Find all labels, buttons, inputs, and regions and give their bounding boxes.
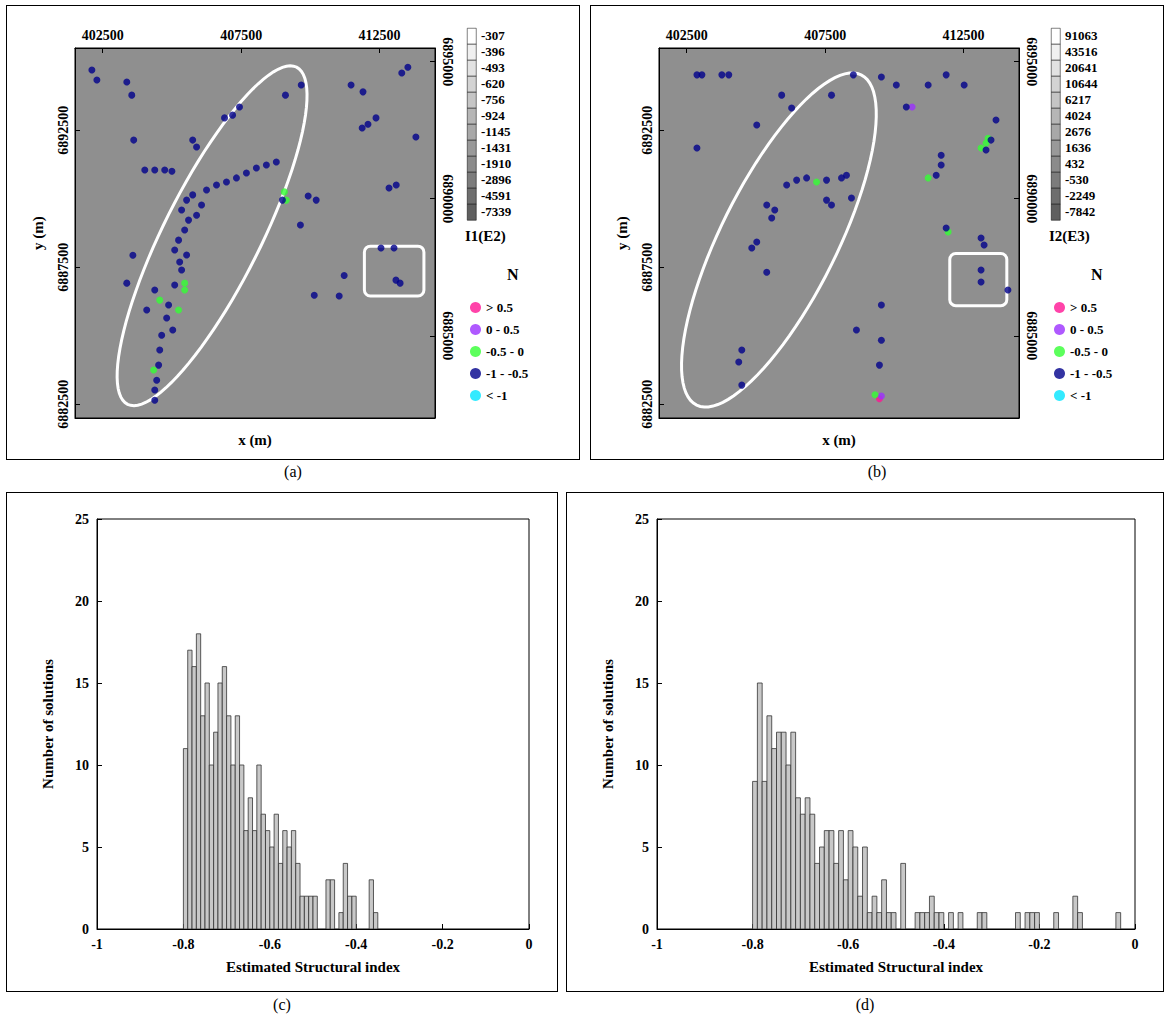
svg-text:412500: 412500 (943, 28, 985, 43)
svg-text:-1145: -1145 (481, 124, 511, 139)
svg-text:x (m): x (m) (822, 432, 856, 449)
svg-text:25: 25 (635, 512, 649, 527)
svg-text:-2896: -2896 (481, 172, 512, 187)
svg-text:20: 20 (75, 594, 89, 609)
svg-text:10: 10 (635, 758, 649, 773)
html-text:(a): (a) (284, 463, 302, 480)
svg-text:-924: -924 (481, 108, 505, 123)
svg-text:6895000: 6895000 (1024, 37, 1039, 86)
svg-text:< -1: < -1 (486, 388, 508, 403)
svg-text:432: 432 (1065, 156, 1085, 171)
svg-text:-0.5 - 0: -0.5 - 0 (1070, 344, 1108, 359)
svg-text:10644: 10644 (1065, 76, 1098, 91)
svg-text:Estimated Structural index: Estimated Structural index (226, 959, 401, 975)
svg-text:I1(E2): I1(E2) (465, 228, 506, 245)
svg-text:Estimated Structural index: Estimated Structural index (809, 959, 984, 975)
svg-text:407500: 407500 (220, 28, 262, 43)
svg-text:1636: 1636 (1065, 140, 1092, 155)
svg-text:-1431: -1431 (481, 140, 511, 155)
svg-text:-1: -1 (651, 937, 663, 952)
svg-text:6882500: 6882500 (640, 380, 655, 429)
svg-text:-1: -1 (91, 937, 103, 952)
svg-text:402500: 402500 (666, 28, 708, 43)
svg-text:-4591: -4591 (481, 188, 511, 203)
svg-text:6887500: 6887500 (640, 243, 655, 292)
svg-text:-396: -396 (481, 44, 505, 59)
svg-text:-0.8: -0.8 (172, 937, 194, 952)
svg-text:-307: -307 (481, 28, 505, 43)
svg-text:-0.6: -0.6 (259, 937, 281, 952)
svg-text:-0.8: -0.8 (742, 937, 764, 952)
svg-text:91063: 91063 (1065, 28, 1098, 43)
svg-text:412500: 412500 (359, 28, 401, 43)
svg-text:-620: -620 (481, 76, 505, 91)
svg-text:6890000: 6890000 (440, 174, 455, 223)
svg-text:2676: 2676 (1065, 124, 1092, 139)
svg-text:> 0.5: > 0.5 (1070, 300, 1097, 315)
svg-text:6887500: 6887500 (56, 243, 71, 292)
svg-text:-1 - -0.5: -1 - -0.5 (486, 366, 529, 381)
svg-text:-530: -530 (1065, 172, 1089, 187)
svg-text:-0.2: -0.2 (1028, 937, 1050, 952)
svg-text:-7339: -7339 (481, 204, 512, 219)
svg-text:0: 0 (526, 937, 533, 952)
svg-text:6890000: 6890000 (1024, 174, 1039, 223)
svg-text:0 - 0.5: 0 - 0.5 (1070, 322, 1104, 337)
svg-text:-1910: -1910 (481, 156, 511, 171)
svg-text:20641: 20641 (1065, 60, 1098, 75)
svg-text:407500: 407500 (804, 28, 846, 43)
svg-text:6895000: 6895000 (440, 37, 455, 86)
svg-text:5: 5 (642, 840, 649, 855)
svg-text:< -1: < -1 (1070, 388, 1092, 403)
svg-text:15: 15 (75, 676, 89, 691)
svg-text:-0.4: -0.4 (345, 937, 367, 952)
svg-text:I2(E3): I2(E3) (1049, 228, 1090, 245)
svg-text:10: 10 (75, 758, 89, 773)
svg-text:402500: 402500 (82, 28, 124, 43)
svg-text:y (m): y (m) (614, 216, 631, 250)
svg-text:5: 5 (82, 840, 89, 855)
svg-text:6885000: 6885000 (1024, 311, 1039, 360)
svg-text:25: 25 (75, 512, 89, 527)
svg-text:6885000: 6885000 (440, 311, 455, 360)
svg-text:0: 0 (82, 922, 89, 937)
svg-text:-0.5 - 0: -0.5 - 0 (486, 344, 524, 359)
svg-text:6892500: 6892500 (640, 106, 655, 155)
svg-text:6217: 6217 (1065, 92, 1092, 107)
svg-text:-2249: -2249 (1065, 188, 1096, 203)
svg-text:-0.4: -0.4 (933, 937, 955, 952)
html-text:(c): (c) (273, 996, 291, 1013)
svg-text:Number of solutions: Number of solutions (40, 659, 56, 789)
svg-text:Number of solutions: Number of solutions (600, 659, 616, 789)
svg-text:0: 0 (1132, 937, 1139, 952)
svg-text:N: N (507, 266, 519, 283)
html-text:(b): (b) (867, 463, 887, 480)
svg-text:-493: -493 (481, 60, 505, 75)
svg-text:20: 20 (635, 594, 649, 609)
svg-text:> 0.5: > 0.5 (486, 300, 513, 315)
svg-text:4024: 4024 (1065, 108, 1092, 123)
svg-text:-1 - -0.5: -1 - -0.5 (1070, 366, 1113, 381)
svg-text:15: 15 (635, 676, 649, 691)
svg-text:6892500: 6892500 (56, 106, 71, 155)
svg-text:-0.6: -0.6 (837, 937, 859, 952)
svg-text:x (m): x (m) (238, 432, 272, 449)
svg-text:N: N (1091, 266, 1103, 283)
html-text:(d): (d) (855, 996, 875, 1013)
svg-text:6882500: 6882500 (56, 380, 71, 429)
svg-text:-0.2: -0.2 (432, 937, 454, 952)
svg-text:y (m): y (m) (30, 216, 47, 250)
svg-text:0 - 0.5: 0 - 0.5 (486, 322, 520, 337)
svg-text:-756: -756 (481, 92, 505, 107)
svg-text:-7842: -7842 (1065, 204, 1095, 219)
svg-text:0: 0 (642, 922, 649, 937)
svg-text:43516: 43516 (1065, 44, 1098, 59)
